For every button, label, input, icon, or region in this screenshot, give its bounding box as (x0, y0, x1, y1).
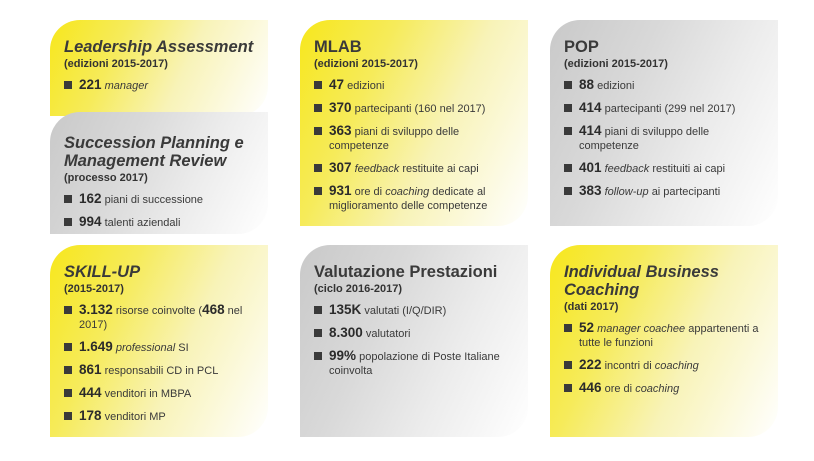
stat-item: 363 piani di sviluppo delle competenze (314, 124, 514, 153)
card-leadership-assessment: Leadership Assessment (edizioni 2015-201… (50, 20, 268, 116)
stat-list: 52 manager coachee appartenenti a tutte … (564, 321, 764, 396)
stat-item: 446 ore di coaching (564, 381, 764, 396)
stat-item: 414 piani di sviluppo delle competenze (564, 124, 764, 153)
stat-item: 414 partecipanti (299 nel 2017) (564, 101, 764, 116)
card-subtitle: (2015-2017) (64, 283, 124, 295)
stat-item: 47 edizioni (314, 78, 514, 93)
card-succession-planning: Succession Planning e Management Review … (50, 112, 268, 234)
card-subtitle: (edizioni 2015-2017) (314, 58, 418, 70)
stat-item: 861 responsabili CD in PCL (64, 363, 254, 378)
stat-list: 3.132 risorse coinvolte (468 nel 2017) 1… (64, 303, 254, 424)
card-title: SKILL-UP (64, 263, 141, 281)
card-subtitle: (edizioni 2015-2017) (564, 58, 668, 70)
stat-item: 444 venditori in MBPA (64, 386, 254, 401)
stat-list: 135K valutati (I/Q/DIR) 8.300 valutatori… (314, 303, 514, 378)
stat-item: 3.132 risorse coinvolte (468 nel 2017) (64, 303, 254, 332)
card-valutazione-prestazioni: Valutazione Prestazioni (ciclo 2016-2017… (300, 245, 528, 437)
stat-item: 307 feedback restituite ai capi (314, 161, 514, 176)
card-subtitle: (edizioni 2015-2017) (64, 58, 168, 70)
stat-item: 52 manager coachee appartenenti a tutte … (564, 321, 764, 350)
stat-list: 162 piani di successione 994 talenti azi… (64, 192, 254, 230)
card-title: Succession Planning e Management Review (64, 134, 244, 170)
stat-item: 1.649 professional SI (64, 340, 254, 355)
stat-item: 370 partecipanti (160 nel 2017) (314, 101, 514, 116)
stat-list: 221 manager (64, 78, 254, 93)
stat-item: 135K valutati (I/Q/DIR) (314, 303, 514, 318)
stat-item: 401 feedback restituiti ai capi (564, 161, 764, 176)
card-title: Valutazione Prestazioni (314, 263, 498, 281)
card-mlab: MLAB (edizioni 2015-2017) 47 edizioni 37… (300, 20, 528, 226)
card-skill-up: SKILL-UP (2015-2017) 3.132 risorse coinv… (50, 245, 268, 437)
card-subtitle: (ciclo 2016-2017) (314, 283, 403, 295)
stat-item: 221 manager (64, 78, 254, 93)
card-subtitle: (processo 2017) (64, 172, 148, 184)
stat-list: 47 edizioni 370 partecipanti (160 nel 20… (314, 78, 514, 213)
stat-item: 88 edizioni (564, 78, 764, 93)
stat-item: 178 venditori MP (64, 409, 254, 424)
stat-item: 222 incontri di coaching (564, 358, 764, 373)
stat-item: 931 ore di coaching dedicate al migliora… (314, 184, 514, 213)
card-title: Individual Business Coaching (564, 263, 719, 299)
stat-item: 99% popolazione di Poste Italiane coinvo… (314, 349, 514, 378)
stat-item: 383 follow-up ai partecipanti (564, 184, 764, 199)
card-pop: POP (edizioni 2015-2017) 88 edizioni 414… (550, 20, 778, 226)
stat-item: 994 talenti aziendali (64, 215, 254, 230)
card-individual-business-coaching: Individual Business Coaching (dati 2017)… (550, 245, 778, 437)
stat-item: 8.300 valutatori (314, 326, 514, 341)
card-title: Leadership Assessment (64, 38, 254, 56)
stat-list: 88 edizioni 414 partecipanti (299 nel 20… (564, 78, 764, 199)
stat-item: 162 piani di successione (64, 192, 254, 207)
card-subtitle: (dati 2017) (564, 301, 619, 313)
card-title: POP (564, 38, 599, 56)
card-title: MLAB (314, 38, 362, 56)
